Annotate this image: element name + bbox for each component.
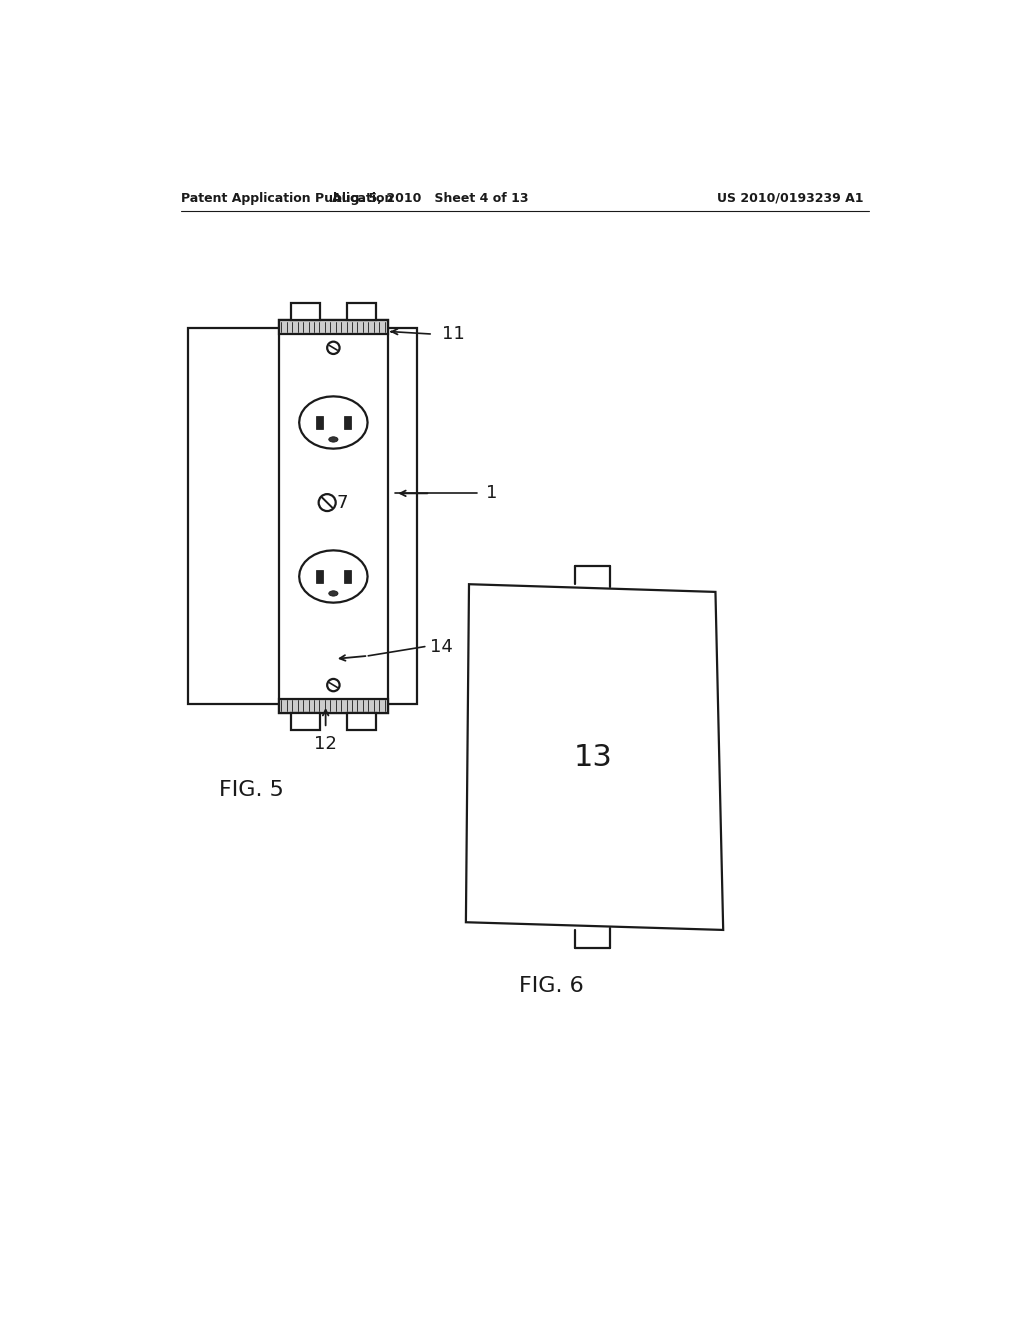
Bar	[291, 304, 321, 321]
Text: 14: 14	[430, 638, 454, 656]
Ellipse shape	[329, 591, 338, 597]
Ellipse shape	[329, 437, 338, 442]
Bar	[344, 416, 351, 429]
Text: 7: 7	[337, 494, 348, 512]
Text: Patent Application Publication: Patent Application Publication	[180, 191, 393, 205]
Circle shape	[318, 494, 336, 511]
Bar	[346, 713, 376, 730]
Bar	[346, 304, 376, 321]
Circle shape	[328, 678, 340, 692]
Bar	[280, 700, 388, 713]
Bar	[291, 713, 321, 730]
Polygon shape	[299, 396, 368, 449]
Polygon shape	[466, 585, 723, 929]
Text: FIG. 6: FIG. 6	[519, 977, 584, 997]
Bar	[280, 321, 388, 334]
Text: US 2010/0193239 A1: US 2010/0193239 A1	[718, 191, 864, 205]
Bar	[344, 570, 351, 583]
Bar	[315, 570, 323, 583]
Text: 11: 11	[442, 325, 465, 343]
Bar	[280, 321, 388, 713]
Circle shape	[328, 342, 340, 354]
Text: 13: 13	[573, 743, 612, 772]
Text: Aug. 5, 2010   Sheet 4 of 13: Aug. 5, 2010 Sheet 4 of 13	[332, 191, 528, 205]
Text: 12: 12	[314, 735, 337, 752]
Text: 1: 1	[486, 484, 498, 503]
Bar	[188, 327, 417, 704]
Polygon shape	[299, 550, 368, 603]
Text: FIG. 5: FIG. 5	[219, 780, 285, 800]
Bar	[315, 416, 323, 429]
